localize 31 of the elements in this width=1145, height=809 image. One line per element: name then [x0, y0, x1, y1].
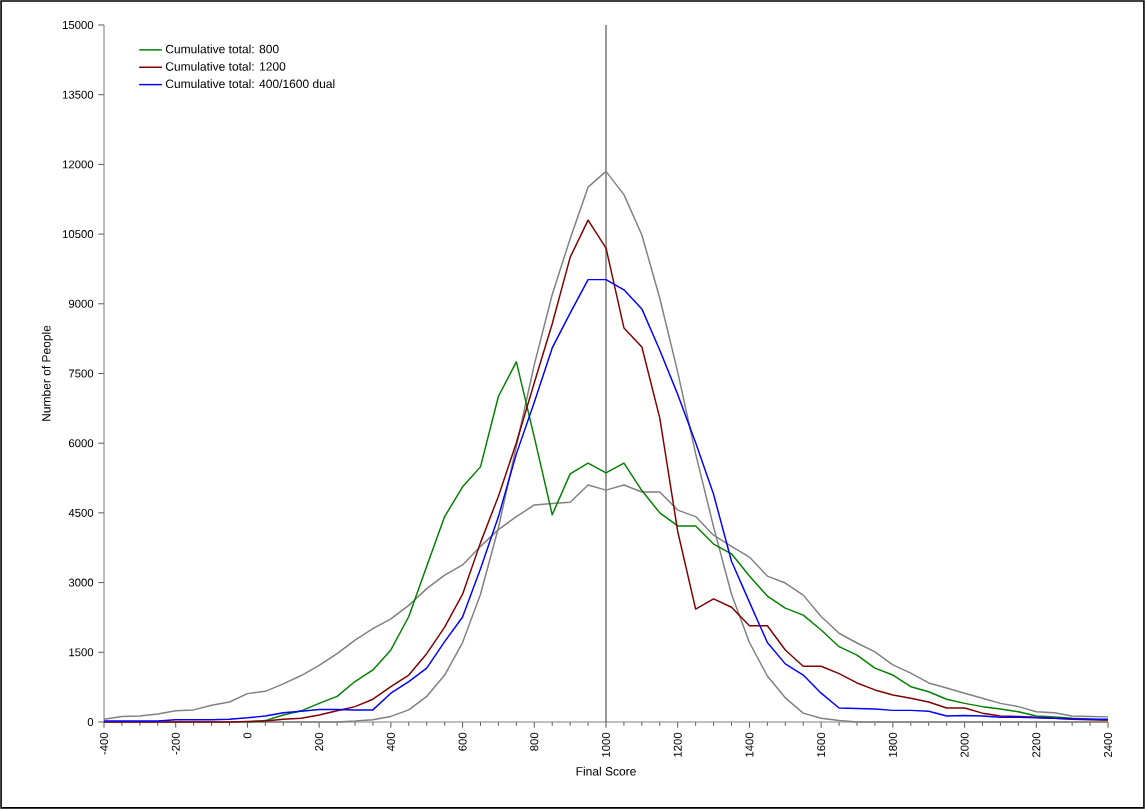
x-tick-label: 1200 — [673, 732, 682, 757]
x-tick-label: 600 — [458, 732, 467, 751]
x-tick-label: 2200 — [1032, 732, 1041, 758]
x-tick-label: 0 — [243, 732, 252, 739]
y-tick-label: 4500 — [68, 508, 94, 517]
y-axis-title: Number of People — [41, 325, 53, 421]
x-tick-label: 1000 — [602, 732, 611, 757]
x-tick-label: 1400 — [745, 732, 754, 757]
y-tick-label: 3000 — [68, 578, 94, 587]
x-tick-label: 400 — [386, 732, 395, 752]
x-tick-label: 1800 — [888, 732, 897, 757]
x-tick-label: -200 — [171, 732, 180, 755]
y-tick-label: 0 — [87, 717, 94, 726]
x-tick-label: 1600 — [817, 732, 826, 757]
x-tick-label: 2000 — [960, 732, 969, 758]
x-axis-title: Final Score — [576, 766, 636, 776]
x-tick-label: -400 — [100, 732, 109, 755]
y-tick-label: 15000 — [62, 20, 94, 29]
x-tick-label: 2400 — [1104, 732, 1113, 758]
legend-label: Cumulative total: 800 — [165, 44, 279, 54]
y-tick-label: 12000 — [62, 160, 94, 169]
y-tick-label: 6000 — [68, 439, 94, 448]
x-tick-label: 800 — [530, 732, 539, 751]
y-tick-label: 9000 — [68, 299, 94, 308]
y-tick-label: 1500 — [69, 648, 94, 657]
legend-label: Cumulative total: 400/1600 dual — [165, 79, 335, 89]
x-tick-label: 200 — [315, 732, 324, 751]
y-tick-label: 10500 — [62, 230, 94, 239]
legend-label: Cumulative total: 1200 — [165, 61, 286, 71]
y-tick-label: 7500 — [68, 369, 94, 378]
y-tick-label: 13500 — [62, 90, 94, 99]
